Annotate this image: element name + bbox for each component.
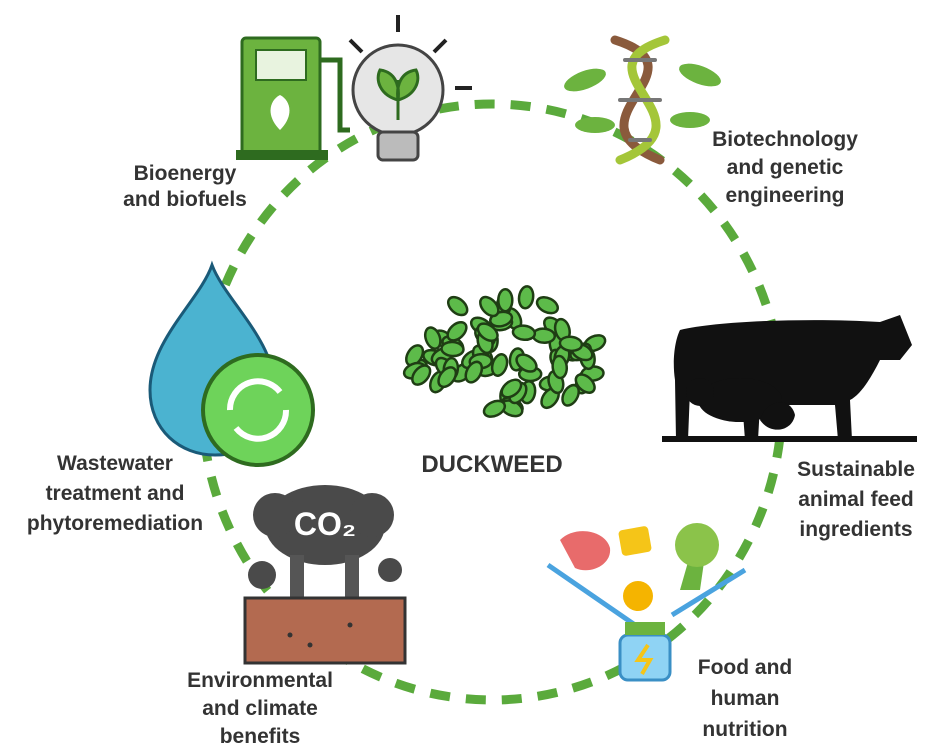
biotech-icon [561,40,724,160]
node-label: ingredients [799,518,912,541]
node-label: and climate [202,697,318,720]
duckweed-leaf [445,294,471,319]
center-label: DUCKWEED [421,451,562,478]
duckweed-leaf [441,341,464,357]
duckweed-leaf [498,289,512,311]
duckweed-leaf [552,355,568,378]
duckweed-leaf [532,328,555,344]
duckweed-leaf [559,336,582,352]
node-label: Bioenergy [134,162,237,185]
node-label: Sustainable [797,458,915,481]
node-label: human [711,687,780,710]
diagram: CO₂ DUCKWEED Bioenergy and biofuels Biotec… [0,0,931,751]
co2-label: CO₂ [294,506,356,542]
node-label: phytoremediation [27,512,203,535]
animal-feed-icon [662,315,917,442]
node-label: Food and [698,656,792,679]
environment-icon: CO₂ [245,485,405,663]
node-label: and biofuels [123,188,247,211]
duckweed-leaf [534,294,560,316]
duckweed-leaf [512,324,536,341]
node-label: Environmental [187,669,333,692]
node-label: engineering [725,184,844,207]
duckweed-leaf [518,285,535,309]
node-label: and genetic [727,156,844,179]
wastewater-icon [150,265,313,465]
duckweed-leaf [422,325,443,350]
node-label: treatment and [46,482,185,505]
node-label: animal feed [798,488,914,511]
node-label: nutrition [702,718,787,741]
node-label: benefits [220,725,301,748]
node-label: Biotechnology [712,128,858,151]
node-label: Wastewater [57,452,173,475]
duckweed-icon [402,285,608,419]
